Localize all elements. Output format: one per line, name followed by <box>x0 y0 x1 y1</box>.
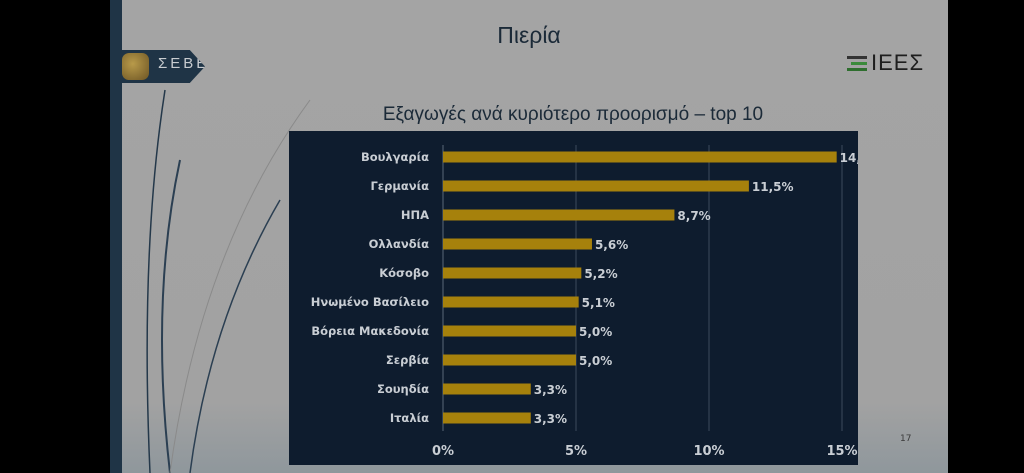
bar <box>443 296 579 308</box>
value-label: 5,1% <box>582 296 615 310</box>
bar <box>443 238 592 250</box>
x-tick-label: 5% <box>565 444 587 459</box>
value-label: 5,2% <box>584 267 617 281</box>
x-tick-label: 15% <box>826 444 857 459</box>
chart-title: Εξαγωγές ανά κυριότερο προορισμό – top 1… <box>382 104 764 125</box>
x-tick-label: 0% <box>432 444 454 459</box>
category-label: Βουλγαρία <box>361 150 429 164</box>
sebe-logo-text: ΣΕΒΕ <box>158 55 210 72</box>
iees-logo-text: ΙΕΕΣ <box>871 50 925 75</box>
value-label: 3,3% <box>534 383 567 397</box>
category-label: ΗΠΑ <box>401 208 429 222</box>
category-label: Ολλανδία <box>369 237 429 251</box>
category-label: Ηνωμένο Βασίλειο <box>311 295 429 309</box>
category-label: Ιταλία <box>390 411 429 425</box>
value-label: 11,5% <box>752 180 794 194</box>
bar <box>443 354 576 366</box>
bar <box>443 209 675 221</box>
value-label: 5,6% <box>595 238 628 252</box>
bar <box>443 325 576 337</box>
chart-svg: 0% 5% 10% 15% Βουλγαρία 14,8% Γερμανία 11,5% ΗΠΑ… <box>311 145 881 459</box>
decorative-curves <box>146 89 311 473</box>
x-tick-label: 10% <box>693 444 724 459</box>
coin-icon <box>122 53 149 80</box>
category-label: Κόσοβο <box>379 266 429 280</box>
iees-logo: ΙΕΕΣ <box>845 50 935 80</box>
value-label: 14,8% <box>840 151 858 165</box>
slide-title: Πιερία <box>497 22 561 48</box>
bar <box>443 383 531 395</box>
category-label: Σουηδία <box>377 382 429 396</box>
value-label: 5,0% <box>579 325 612 339</box>
bar <box>443 412 531 424</box>
category-label: Βόρεια Μακεδονία <box>311 324 429 338</box>
bar <box>443 180 749 192</box>
page-number: 17 <box>900 434 912 444</box>
sebe-logo: ΣΕΒΕ <box>110 50 205 83</box>
value-label: 5,0% <box>579 354 612 368</box>
side-strip <box>110 0 122 473</box>
category-label: Σερβία <box>386 353 429 367</box>
value-label: 8,7% <box>677 209 710 223</box>
category-label: Γερμανία <box>370 179 429 193</box>
bar <box>443 267 582 279</box>
value-label: 3,3% <box>534 412 567 426</box>
bar <box>443 151 837 163</box>
bar-chart: 0% 5% 10% 15% Βουλγαρία 14,8% Γερμανία 11,5% ΗΠΑ… <box>289 131 881 465</box>
